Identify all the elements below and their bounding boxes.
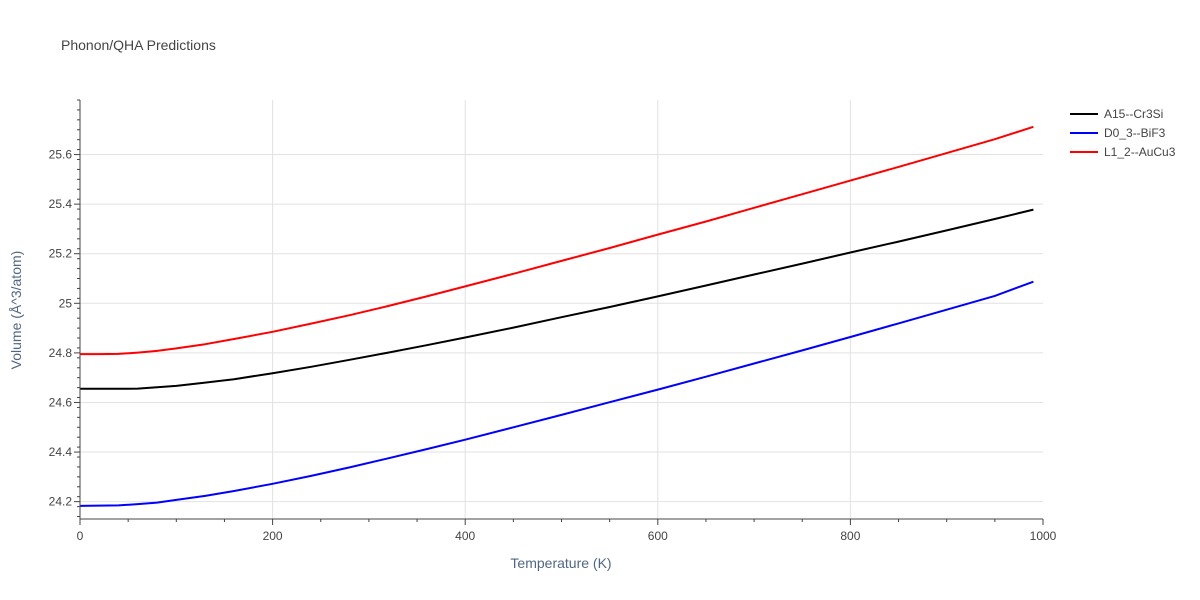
x-tick-label: 800 [840, 529, 860, 543]
y-tick-label: 24.8 [49, 346, 73, 360]
y-tick-label: 25 [59, 296, 73, 310]
y-tick-label: 24.4 [49, 445, 73, 459]
legend: A15--Cr3Si D0_3--BiF3 L1_2--AuCu3 [1070, 107, 1176, 159]
chart-title: Phonon/QHA Predictions [61, 37, 216, 53]
plot-area [79, 125, 1034, 507]
y-tick-label: 25.2 [49, 247, 73, 261]
legend-item[interactable]: A15--Cr3Si [1070, 107, 1163, 121]
legend-label: A15--Cr3Si [1104, 107, 1163, 121]
x-tick-label: 600 [648, 529, 668, 543]
legend-item[interactable]: D0_3--BiF3 [1070, 126, 1166, 140]
x-tick-label: 1000 [1030, 529, 1057, 543]
series-line [80, 125, 1034, 356]
y-tick-label: 25.4 [49, 197, 73, 211]
legend-item[interactable]: L1_2--AuCu3 [1070, 145, 1176, 159]
legend-label: L1_2--AuCu3 [1104, 145, 1176, 159]
legend-label: D0_3--BiF3 [1104, 126, 1166, 140]
y-tick-label: 25.6 [49, 148, 73, 162]
series-line [80, 208, 1034, 390]
y-tick-label: 24.6 [49, 395, 73, 409]
x-axis-title: Temperature (K) [510, 555, 611, 571]
axes: 0 200 400 600 800 1000 24.2 24.4 24.6 24.8 25 25.2 2… [49, 99, 1057, 543]
grid [80, 100, 1043, 519]
x-tick-label: 0 [77, 529, 84, 543]
y-axis-title: Volume (Å^3/atom) [8, 251, 24, 370]
x-tick-label: 200 [263, 529, 283, 543]
x-tick-label: 400 [455, 529, 475, 543]
y-tick-label: 24.2 [49, 495, 73, 509]
series-line [79, 280, 1034, 507]
